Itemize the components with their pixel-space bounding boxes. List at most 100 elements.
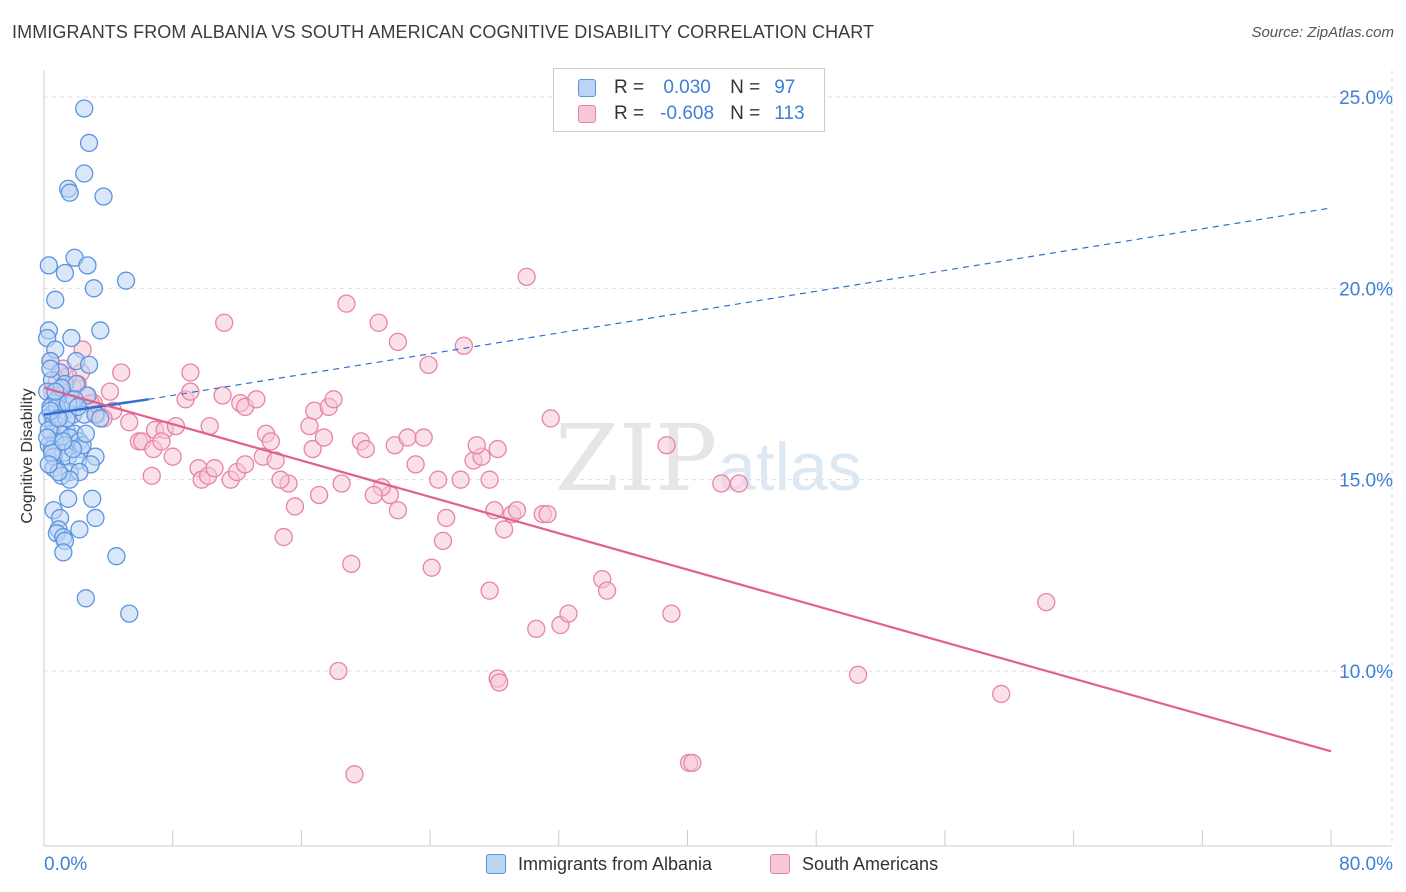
legend-swatch-pink xyxy=(578,105,596,123)
axis-layer xyxy=(43,70,1392,847)
south-americans-point xyxy=(285,497,305,516)
south-americans-point xyxy=(100,382,120,401)
albania-point xyxy=(78,256,97,275)
south-americans-point xyxy=(369,313,388,332)
bottom-legend-south-americans: South Americans xyxy=(770,852,938,876)
south-americans-point xyxy=(314,428,334,447)
south-americans-point xyxy=(388,332,408,352)
albania-point xyxy=(120,604,139,623)
legend-r-label: R = xyxy=(614,77,645,98)
albania-point xyxy=(86,508,105,528)
south-americans-point xyxy=(433,531,453,551)
south-americans-point xyxy=(488,439,507,459)
south-americans-point xyxy=(527,619,546,639)
south-americans-point xyxy=(303,439,322,459)
y-tick-label: 15.0% xyxy=(1339,471,1393,492)
albania-point xyxy=(55,263,75,283)
south-americans-point xyxy=(266,451,285,470)
south-americans-point xyxy=(517,267,536,287)
south-americans-point xyxy=(324,390,343,409)
south-americans-point xyxy=(559,604,578,623)
legend-swatch-blue xyxy=(578,79,596,97)
legend-n-value: 97 xyxy=(774,77,796,98)
south-americans-point xyxy=(419,355,438,375)
albania-point xyxy=(58,489,78,508)
albania-point xyxy=(76,424,95,443)
south-americans-point xyxy=(205,459,224,478)
watermark-zip: ZIP xyxy=(555,405,717,512)
south-americans-point xyxy=(309,485,329,505)
south-americans-point xyxy=(992,684,1011,704)
albania-point xyxy=(62,328,81,348)
watermark-atlas: atlas xyxy=(718,429,862,505)
south-americans-point xyxy=(729,474,749,493)
bottom-legend-swatch-blue xyxy=(486,854,506,874)
albania-point xyxy=(39,455,58,474)
south-americans-point xyxy=(422,558,441,577)
albania-point xyxy=(38,428,57,447)
south-americans-point xyxy=(247,390,266,409)
south-americans-point xyxy=(467,436,486,455)
correlation-legend: R = 0.030 N = 97 R = -0.608 N = 113 xyxy=(553,68,825,132)
south-americans-point xyxy=(451,470,470,489)
albania-point xyxy=(84,279,104,298)
albania-point xyxy=(116,271,136,290)
south-americans-point xyxy=(1037,592,1056,612)
south-americans-point xyxy=(398,428,417,447)
albania-point xyxy=(79,133,99,153)
south-americans-point xyxy=(112,363,131,382)
south-americans-point xyxy=(597,581,617,600)
south-americans-point xyxy=(271,470,290,489)
south-americans-point xyxy=(848,665,868,684)
south-americans-point xyxy=(406,455,425,474)
south-americans-point xyxy=(538,504,557,524)
albania-point xyxy=(107,547,126,566)
bottom-legend-label: South Americans xyxy=(802,853,939,874)
y-tick-label: 25.0% xyxy=(1339,88,1393,109)
bottom-legend-albania: Immigrants from Albania xyxy=(486,852,712,876)
south-americans-point xyxy=(342,554,361,574)
legend-n-value: 113 xyxy=(774,103,805,124)
south-americans-point xyxy=(274,527,293,547)
south-americans-point xyxy=(181,363,200,382)
south-americans-point xyxy=(364,485,383,505)
south-americans-point xyxy=(490,673,509,692)
legend-r-value: -0.608 xyxy=(660,103,715,124)
bottom-legend-swatch-pink xyxy=(770,854,790,874)
albania-point xyxy=(75,164,94,183)
y-tick-label: 10.0% xyxy=(1339,662,1393,683)
south-americans-point xyxy=(683,753,702,772)
south-americans-point xyxy=(657,436,676,455)
south-americans-point xyxy=(215,313,234,332)
south-americans-point xyxy=(345,765,364,784)
albania-point xyxy=(54,432,73,451)
albania-point xyxy=(41,359,60,378)
albania-point xyxy=(60,183,79,202)
source-label: Source: ZipAtlas.com xyxy=(1251,24,1394,41)
south-americans-point xyxy=(235,455,255,474)
albania-point xyxy=(75,99,94,118)
tick-labels: 25.0% 20.0% 15.0% 10.0% 0.0% 80.0% xyxy=(44,88,1393,875)
south-americans-point xyxy=(356,439,375,459)
albania-point xyxy=(94,187,113,206)
albania-point xyxy=(39,256,58,275)
south-americans-trend xyxy=(43,386,1332,753)
south-americans-point xyxy=(454,336,474,355)
south-americans-point xyxy=(332,474,351,493)
south-americans-point xyxy=(142,466,161,485)
legend-r-label: R = xyxy=(614,103,645,124)
legend-row-albania: R = 0.030 N = 97 xyxy=(578,77,795,99)
south-americans-point xyxy=(261,432,280,451)
south-americans-point xyxy=(120,413,139,432)
albania-points xyxy=(38,99,139,623)
albania-point xyxy=(46,290,65,309)
south-americans-point xyxy=(428,470,448,489)
south-americans-points xyxy=(41,267,1056,784)
albania-point xyxy=(79,355,99,375)
albania-point xyxy=(76,589,95,608)
legend-row-south-americans: R = -0.608 N = 113 xyxy=(578,103,805,125)
south-americans-point xyxy=(414,428,433,447)
albania-point xyxy=(91,409,110,428)
albania-point xyxy=(91,321,110,340)
south-americans-point xyxy=(329,661,348,681)
